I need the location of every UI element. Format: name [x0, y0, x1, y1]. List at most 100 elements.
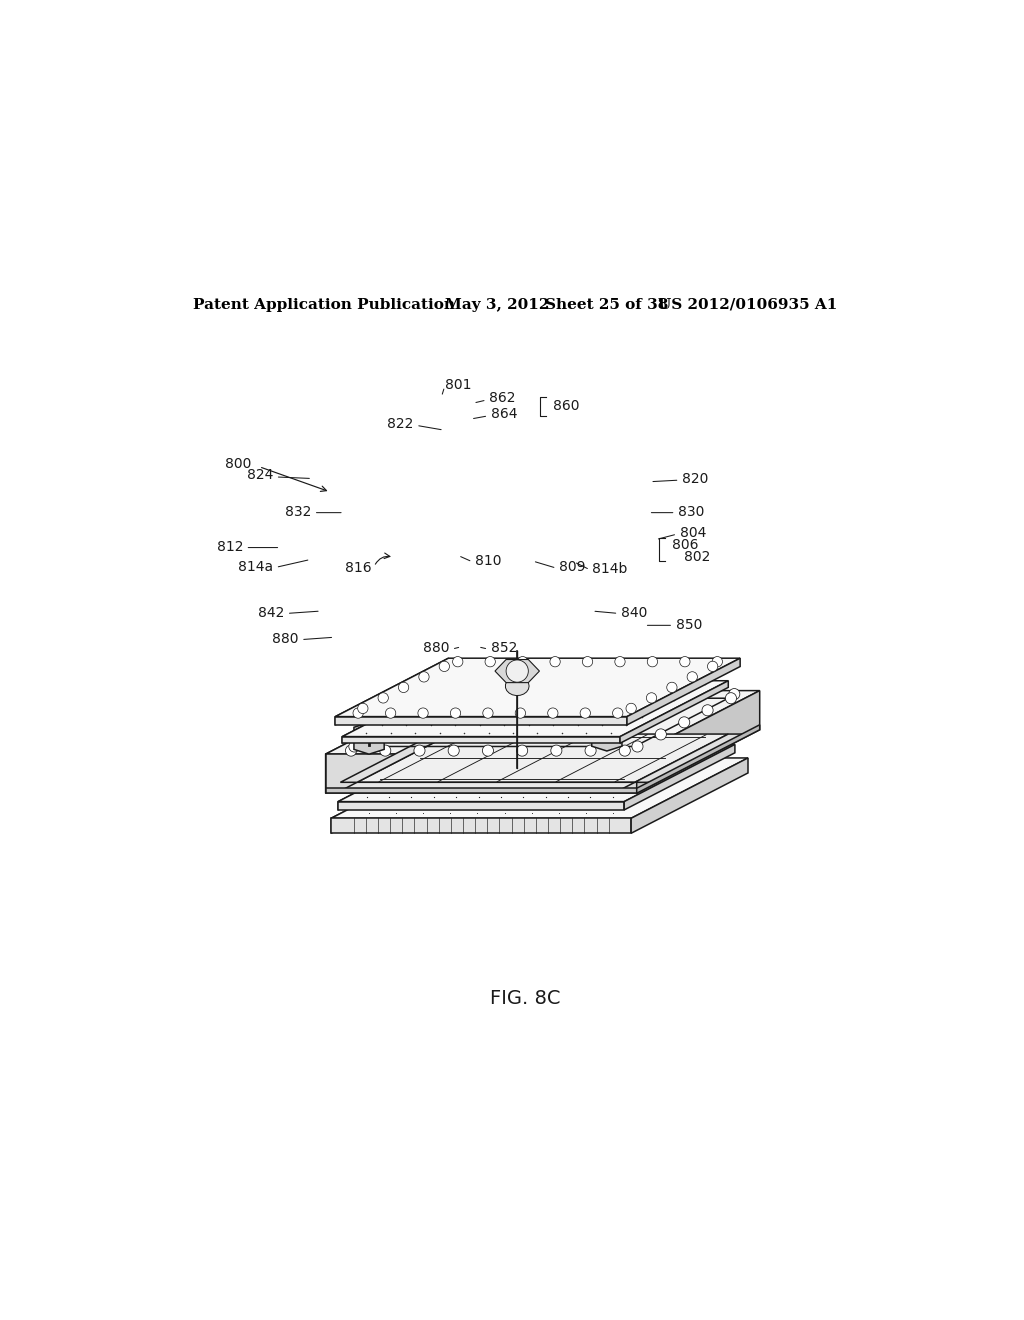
Circle shape [489, 689, 501, 700]
Text: 832: 832 [285, 504, 311, 519]
Polygon shape [331, 758, 449, 833]
Text: 862: 862 [489, 391, 516, 405]
Polygon shape [340, 734, 451, 783]
Circle shape [451, 708, 461, 718]
Circle shape [729, 689, 739, 700]
Circle shape [655, 729, 667, 741]
Text: 850: 850 [676, 618, 702, 631]
Circle shape [614, 656, 625, 667]
Polygon shape [637, 690, 760, 793]
Circle shape [395, 717, 407, 727]
Polygon shape [342, 681, 728, 737]
Circle shape [550, 656, 560, 667]
Circle shape [380, 744, 391, 756]
Text: Patent Application Publication: Patent Application Publication [194, 298, 455, 312]
Polygon shape [625, 744, 735, 810]
Circle shape [349, 741, 359, 752]
Polygon shape [357, 734, 728, 783]
Polygon shape [637, 725, 760, 793]
Polygon shape [354, 735, 384, 754]
Circle shape [626, 689, 637, 700]
Polygon shape [335, 659, 740, 717]
Text: 801: 801 [445, 378, 472, 392]
Polygon shape [326, 690, 449, 793]
Circle shape [626, 704, 636, 714]
Text: 816: 816 [345, 561, 372, 576]
Circle shape [702, 705, 713, 715]
Circle shape [548, 708, 558, 718]
Circle shape [687, 672, 697, 682]
Polygon shape [326, 690, 760, 754]
Circle shape [385, 708, 395, 718]
Circle shape [506, 660, 528, 682]
Circle shape [419, 672, 429, 682]
Circle shape [357, 704, 368, 714]
Polygon shape [342, 783, 635, 789]
Circle shape [679, 717, 690, 727]
Circle shape [482, 708, 494, 718]
Text: 800: 800 [224, 457, 251, 471]
Text: 812: 812 [216, 540, 243, 554]
Text: 880: 880 [423, 642, 450, 655]
Circle shape [372, 729, 383, 741]
Text: 814a: 814a [239, 560, 273, 574]
Text: 860: 860 [553, 399, 580, 413]
Circle shape [455, 689, 466, 700]
Circle shape [442, 693, 454, 704]
Circle shape [517, 656, 527, 667]
Circle shape [515, 708, 525, 718]
Polygon shape [635, 734, 744, 783]
Polygon shape [495, 660, 540, 682]
Circle shape [660, 689, 672, 700]
Circle shape [667, 682, 677, 693]
Circle shape [378, 693, 388, 704]
Text: 806: 806 [672, 539, 698, 552]
Circle shape [585, 744, 596, 756]
Text: 822: 822 [387, 417, 414, 430]
Polygon shape [592, 731, 622, 751]
Text: 820: 820 [682, 473, 709, 486]
Circle shape [516, 744, 527, 756]
Text: 810: 810 [475, 554, 502, 568]
Circle shape [647, 656, 657, 667]
Circle shape [712, 656, 723, 667]
Polygon shape [620, 681, 728, 743]
Circle shape [558, 689, 568, 700]
Polygon shape [631, 758, 748, 833]
Polygon shape [331, 758, 748, 818]
Circle shape [583, 656, 593, 667]
Polygon shape [592, 721, 622, 741]
Text: 824: 824 [247, 469, 273, 482]
Circle shape [485, 656, 496, 667]
Polygon shape [326, 754, 637, 793]
Circle shape [418, 708, 428, 718]
Text: 842: 842 [258, 606, 285, 619]
Circle shape [592, 689, 603, 700]
Polygon shape [342, 737, 620, 743]
Circle shape [620, 744, 631, 756]
Text: 880: 880 [272, 632, 299, 645]
Text: 840: 840 [621, 606, 647, 619]
Circle shape [453, 656, 463, 667]
Text: May 3, 2012: May 3, 2012 [445, 298, 550, 312]
Circle shape [419, 705, 430, 715]
Circle shape [398, 682, 409, 693]
Circle shape [708, 661, 718, 672]
Polygon shape [335, 717, 627, 725]
Text: 814b: 814b [592, 562, 628, 576]
Circle shape [449, 744, 459, 756]
Text: US 2012/0106935 A1: US 2012/0106935 A1 [658, 298, 838, 312]
Text: 809: 809 [559, 561, 586, 574]
Polygon shape [342, 681, 451, 743]
Text: FIG. 8C: FIG. 8C [489, 989, 560, 1008]
Polygon shape [354, 722, 384, 742]
Text: 802: 802 [684, 550, 710, 564]
Text: 804: 804 [680, 527, 706, 540]
Circle shape [612, 708, 623, 718]
Text: Sheet 25 of 38: Sheet 25 of 38 [546, 298, 669, 312]
Circle shape [439, 661, 450, 672]
Circle shape [632, 741, 643, 752]
Circle shape [482, 744, 494, 756]
Circle shape [414, 744, 425, 756]
Circle shape [725, 693, 736, 704]
